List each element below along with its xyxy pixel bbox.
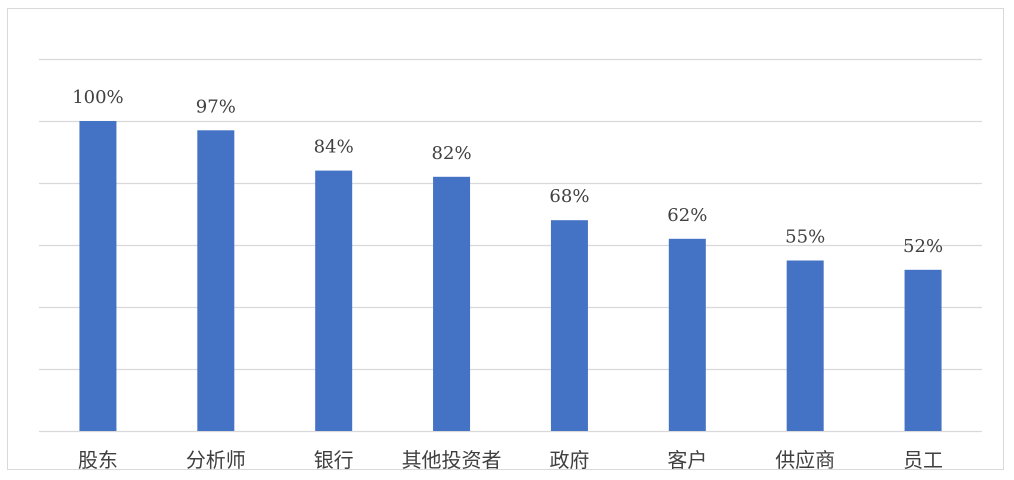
category-label: 其他投资者 [402,448,502,472]
data-label: 55% [785,227,825,248]
category-label: 政府 [549,448,589,472]
data-label: 52% [903,236,943,257]
data-label: 97% [196,96,236,117]
bar [904,269,942,431]
bar [433,176,471,431]
category-label: 员工 [903,448,943,472]
data-label: 82% [432,143,472,164]
category-label: 银行 [314,448,354,472]
bar [668,238,706,431]
bar [197,130,235,432]
category-label: 分析师 [186,448,246,472]
data-label: 84% [314,137,354,158]
category-label: 客户 [667,448,707,472]
category-label: 供应商 [775,448,835,472]
bar [786,260,824,431]
data-label: 100% [72,87,123,108]
bar [550,220,588,431]
data-label: 68% [549,186,589,207]
bar [79,121,117,431]
chart-frame [7,8,1004,470]
data-label: 62% [667,205,707,226]
bar [315,170,353,431]
category-label: 股东 [78,448,118,472]
